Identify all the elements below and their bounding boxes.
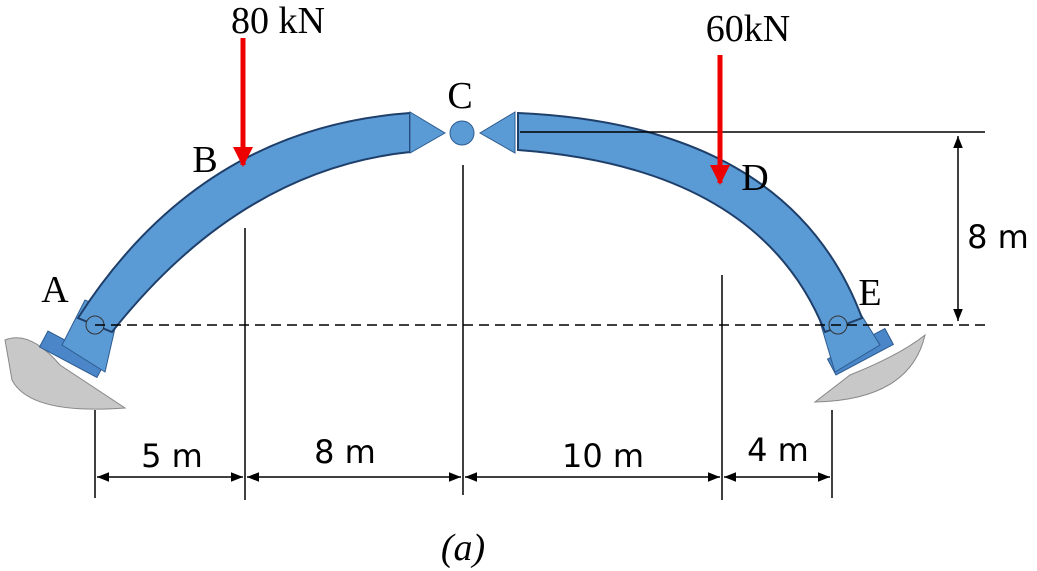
right-arch	[517, 111, 864, 334]
caption: (a)	[441, 527, 485, 569]
dimension-label: 8 m	[967, 218, 1029, 256]
point-label: C	[447, 75, 472, 117]
point-label: A	[41, 269, 69, 311]
right-hinge-tip	[479, 111, 516, 154]
hinge-c	[449, 120, 475, 146]
dimension-label: 8 m	[314, 433, 376, 471]
left-ground	[4, 337, 127, 410]
point-label: D	[741, 157, 768, 199]
load-label: 80 kN	[231, 0, 325, 42]
dimension-label: 5 m	[141, 437, 203, 475]
right-ground	[813, 333, 926, 403]
dimension-label: 10 m	[562, 437, 644, 475]
point-label: E	[858, 272, 881, 314]
left-hinge-tip	[409, 111, 446, 154]
load-label: 60kN	[706, 8, 790, 50]
point-label: B	[192, 139, 217, 181]
dimension-label: 4 m	[747, 431, 809, 469]
